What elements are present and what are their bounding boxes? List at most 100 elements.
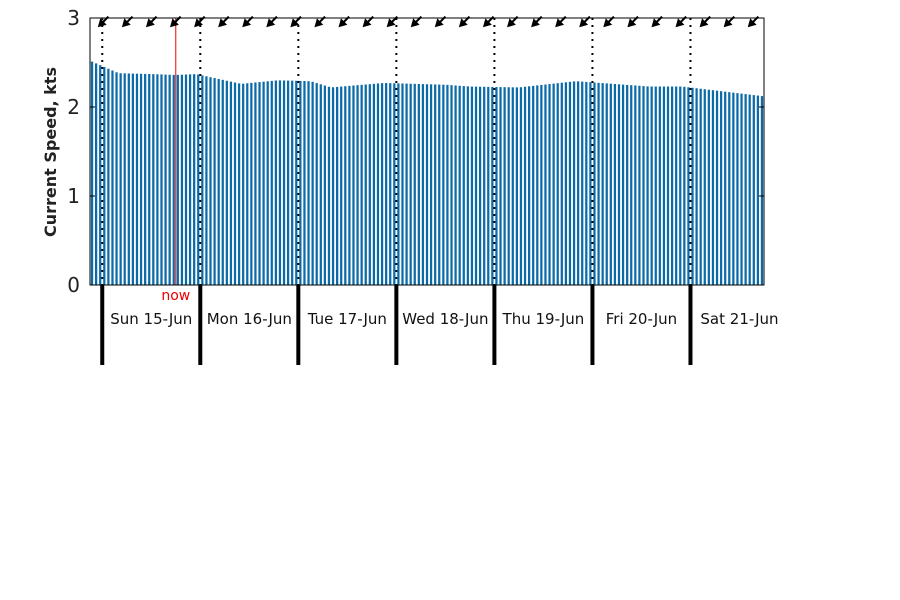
speed-bar	[752, 95, 755, 285]
speed-bar	[225, 80, 228, 286]
direction-arrow-icon	[194, 15, 206, 28]
speed-bar	[274, 80, 277, 286]
direction-arrow-icon	[531, 15, 543, 28]
speed-bar	[148, 74, 151, 285]
speed-bar	[564, 82, 568, 286]
speed-bar	[262, 81, 265, 285]
speed-bar	[344, 86, 347, 285]
speed-bar	[438, 84, 441, 286]
direction-arrow-icon	[723, 15, 735, 28]
speed-bar	[348, 85, 351, 286]
speed-bar	[548, 84, 551, 286]
speed-bar	[323, 85, 327, 286]
speed-bar	[478, 86, 482, 285]
speed-bar	[609, 83, 612, 285]
speed-bar	[152, 74, 155, 285]
speed-bar	[736, 93, 739, 286]
speed-bar	[201, 75, 204, 285]
speed-bar	[454, 85, 457, 285]
speed-bar	[340, 86, 343, 285]
speed-bar	[303, 81, 306, 285]
speed-bar	[266, 81, 269, 286]
direction-arrow-icon	[675, 15, 687, 28]
speed-bar	[597, 82, 600, 286]
speed-bar	[523, 86, 527, 285]
direction-arrow-icon	[218, 15, 230, 28]
speed-bar	[532, 85, 535, 285]
speed-bar	[662, 86, 666, 285]
speed-bar	[103, 66, 106, 285]
speed-bar	[176, 74, 179, 285]
speed-bar	[434, 84, 437, 285]
speed-bar	[135, 73, 139, 285]
day-label: Wed 18-Jun	[402, 310, 488, 328]
speed-bar	[184, 74, 188, 285]
speed-bar	[417, 83, 420, 285]
speed-bar	[728, 92, 731, 286]
speed-bar	[707, 89, 710, 285]
speed-bar	[401, 83, 404, 285]
speed-bar	[315, 83, 318, 286]
speed-bar	[634, 85, 637, 285]
y-tick-label: 1	[67, 184, 80, 208]
speed-bar	[450, 85, 453, 285]
speed-bar	[585, 81, 588, 285]
speed-bar	[127, 73, 130, 285]
speed-bar	[638, 85, 641, 285]
speed-bar	[527, 86, 531, 286]
direction-arrow-icon	[458, 15, 471, 28]
speed-bar	[258, 82, 261, 285]
direction-arrow-icon	[338, 15, 350, 28]
speed-bar	[617, 84, 621, 286]
direction-arrow-icon	[507, 15, 519, 28]
speed-bar	[131, 73, 135, 286]
speed-bar	[409, 83, 412, 285]
bar-series	[90, 61, 764, 286]
speed-bar	[491, 86, 494, 285]
y-tick-label: 0	[67, 273, 80, 297]
direction-arrow-icon	[121, 15, 134, 28]
speed-bar	[139, 73, 143, 286]
speed-bar	[691, 87, 694, 285]
speed-bar	[172, 74, 175, 285]
speed-bar	[107, 68, 110, 285]
speed-bar	[462, 86, 465, 286]
speed-bar	[393, 83, 396, 286]
speed-bar	[507, 87, 510, 285]
speed-bar	[483, 86, 486, 285]
speed-bar	[270, 80, 273, 285]
speed-bar	[237, 83, 241, 285]
direction-arrow-icon	[314, 15, 326, 28]
plot-frame	[89, 17, 765, 286]
direction-arrow-icon	[627, 15, 639, 28]
speed-bar	[572, 81, 576, 285]
speed-bar	[111, 70, 114, 285]
speed-bar	[429, 84, 433, 286]
speed-bar	[740, 93, 743, 285]
speed-bar	[307, 81, 310, 286]
speed-bar	[626, 84, 629, 285]
speed-bar	[577, 81, 580, 285]
speed-bar	[654, 86, 657, 285]
now-marker: now	[161, 18, 190, 304]
speed-bar	[90, 61, 94, 285]
day-label: Sat 21-Jun	[700, 310, 778, 328]
speed-bar	[703, 89, 706, 285]
speed-bar	[95, 63, 98, 285]
speed-bar	[658, 86, 661, 285]
speed-bar	[630, 85, 633, 285]
speed-bar	[376, 83, 380, 285]
speed-bar	[650, 86, 653, 285]
speed-bar	[291, 80, 294, 285]
speed-bar	[217, 78, 220, 285]
direction-arrow-icon	[747, 15, 760, 28]
speed-bar	[144, 73, 147, 285]
direction-arrow-icon	[97, 15, 110, 28]
speed-bar	[282, 80, 286, 285]
speed-bar	[254, 82, 257, 285]
speed-bar	[446, 84, 449, 285]
speed-bar	[193, 74, 196, 285]
speed-bar	[687, 87, 690, 285]
speed-bar	[188, 74, 192, 285]
